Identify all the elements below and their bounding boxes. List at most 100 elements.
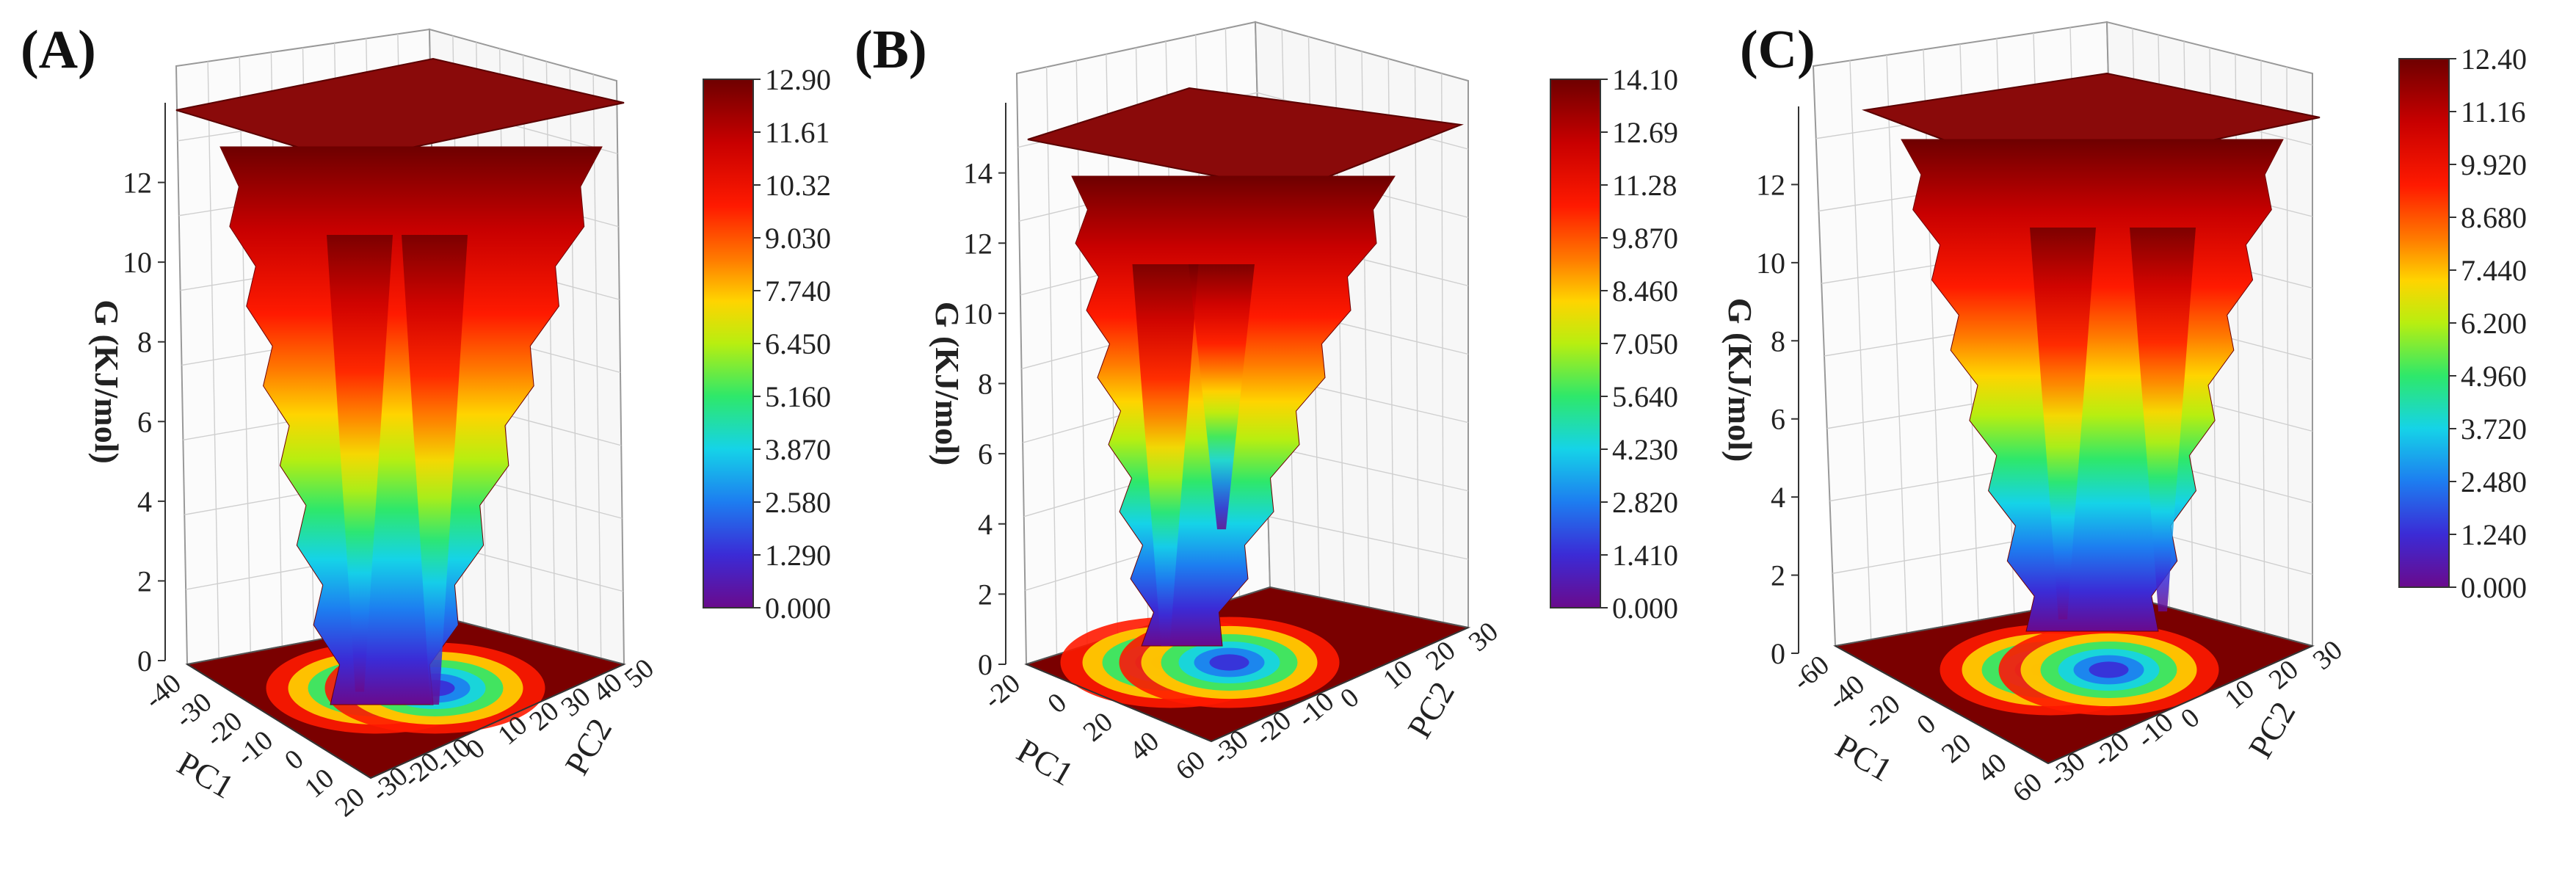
surface-well xyxy=(402,235,468,705)
z-tick-label: 6 xyxy=(137,405,152,438)
colorbar-tick-label: 8.680 xyxy=(2461,201,2527,234)
colorbar: 12.90 11.61 10.32 9.030 7.740 6.450 5.160 3.870… xyxy=(703,63,831,625)
colorbar-tick-label: 7.050 xyxy=(1612,327,1678,360)
y-axis-title: PC2 xyxy=(2241,695,2303,764)
energy-surface xyxy=(175,57,625,705)
z-tick-label: 10 xyxy=(963,297,993,330)
colorbar-tick-label: 7.740 xyxy=(765,275,831,308)
z-tick-label: 12 xyxy=(123,167,152,200)
z-tick-label: 10 xyxy=(1756,247,1785,280)
y-tick-label: 0 xyxy=(2175,702,2206,735)
y-axis-title: PC2 xyxy=(557,712,619,781)
colorbar-gradient xyxy=(2398,58,2450,588)
colorbar-tick-label: 2.580 xyxy=(765,486,831,519)
panel-label: (B) xyxy=(855,20,927,80)
z-axis: 0 2 4 6 8 10 12 14 G (KJ/mol) xyxy=(929,103,1006,681)
y-axis-title: PC2 xyxy=(1400,675,1462,744)
colorbar-tick-label: 11.61 xyxy=(765,116,830,149)
colorbar-tick-label: 10.32 xyxy=(765,169,831,202)
y-axis-line xyxy=(370,664,625,779)
y-axis-line xyxy=(1211,627,1469,742)
colorbar-tick-label: 2.820 xyxy=(1612,486,1678,519)
colorbar-tick-label: 6.450 xyxy=(765,327,831,360)
z-tick-label: 0 xyxy=(1771,637,1785,670)
x-axis-title: PC1 xyxy=(171,744,240,806)
surface-plateau xyxy=(175,57,625,163)
z-tick-label: 2 xyxy=(1771,559,1785,592)
colorbar-tick-label: 6.200 xyxy=(2461,307,2527,340)
z-axis-title: G (KJ/mol) xyxy=(929,302,966,466)
floor-low-energy-region xyxy=(1940,624,2219,716)
surface-well xyxy=(1132,264,1199,646)
colorbar-tick-label: 4.230 xyxy=(1612,433,1678,466)
z-tick-label: 0 xyxy=(137,644,152,677)
colorbar-tick-label: 11.28 xyxy=(1612,169,1677,202)
z-axis: 0 2 4 6 8 10 12 G (KJ/mol) xyxy=(1721,106,1799,670)
colorbar-tick-label: 14.10 xyxy=(1612,63,1678,96)
z-tick-label: 6 xyxy=(1771,403,1785,436)
colorbar-tick-label: 9.870 xyxy=(1612,222,1678,255)
energy-surface xyxy=(1862,72,2321,632)
x-axis-line xyxy=(1026,664,1212,742)
x-axis-title: PC1 xyxy=(1829,727,1898,789)
z-axis: 0 2 4 6 8 10 12 G (KJ/mol) xyxy=(88,103,166,677)
z-tick-label: 10 xyxy=(123,246,152,279)
colorbar-gradient xyxy=(703,79,754,608)
panel-label: (C) xyxy=(1740,20,1815,80)
surface-well xyxy=(1189,264,1255,530)
colorbar-tick-label: 1.290 xyxy=(765,539,831,572)
z-tick-label: 4 xyxy=(137,485,152,518)
surface-plateau xyxy=(1027,87,1464,192)
colorbar-tick-label: 11.16 xyxy=(2461,95,2526,128)
colorbar: 14.10 12.69 11.28 9.870 8.460 7.050 5.640 4.230… xyxy=(1550,63,1678,625)
colorbar-gradient xyxy=(1550,79,1601,608)
x-axis-line xyxy=(1835,645,2049,764)
colorbar-tick-label: 1.240 xyxy=(2461,518,2527,551)
y-tick-label: 30 xyxy=(2307,634,2348,676)
surface-well xyxy=(2030,228,2096,620)
colorbar-tick-label: 5.640 xyxy=(1612,380,1678,413)
colorbar-tick-label: 9.920 xyxy=(2461,148,2527,181)
z-tick-label: 6 xyxy=(978,437,993,470)
surface-well xyxy=(2130,228,2196,611)
colorbar-tick-label: 0.000 xyxy=(765,592,831,625)
z-tick-label: 8 xyxy=(1771,324,1785,357)
z-tick-label: 8 xyxy=(978,368,993,401)
z-tick-label: 0 xyxy=(978,648,993,681)
x-axis-title: PC1 xyxy=(1011,731,1080,793)
colorbar-tick-label: 3.720 xyxy=(2461,413,2527,446)
x-tick-label: 40 xyxy=(1971,747,2012,789)
z-tick-label: 14 xyxy=(963,157,993,190)
z-tick-label: 4 xyxy=(1771,481,1785,514)
z-tick-label: 2 xyxy=(137,564,152,597)
x-tick-label: 60 xyxy=(1170,745,1211,787)
energy-surface xyxy=(1027,87,1464,647)
colorbar-tick-label: 8.460 xyxy=(1612,275,1678,308)
grid-line-y xyxy=(2286,67,2290,640)
colorbar-tick-label: 2.480 xyxy=(2461,465,2527,498)
y-tick-label: 30 xyxy=(1463,616,1504,658)
x-tick-label: 0 xyxy=(279,744,310,776)
grid-line-y xyxy=(1441,73,1444,623)
x-tick-label: 60 xyxy=(2007,767,2048,809)
colorbar-tick-label: 1.410 xyxy=(1612,539,1678,572)
x-tick-label: 20 xyxy=(1078,706,1119,748)
floor-ring xyxy=(1209,654,1249,671)
colorbar-tick-label: 0.000 xyxy=(1612,592,1678,625)
z-axis-title: G (KJ/mol) xyxy=(1721,298,1759,462)
colorbar-tick-label: 7.440 xyxy=(2461,254,2527,287)
colorbar-tick-label: 12.40 xyxy=(2461,43,2527,76)
floor-ring xyxy=(2089,661,2129,678)
grid-line-y xyxy=(1414,65,1420,618)
colorbar-tick-label: 3.870 xyxy=(765,433,831,466)
z-tick-label: 8 xyxy=(137,326,152,359)
colorbar: 12.40 11.16 9.920 8.680 7.440 6.200 4.960 3.720… xyxy=(2398,43,2527,604)
colorbar-tick-label: 4.960 xyxy=(2461,360,2527,393)
z-tick-label: 2 xyxy=(978,578,993,611)
x-tick-label: 0 xyxy=(1042,687,1073,719)
